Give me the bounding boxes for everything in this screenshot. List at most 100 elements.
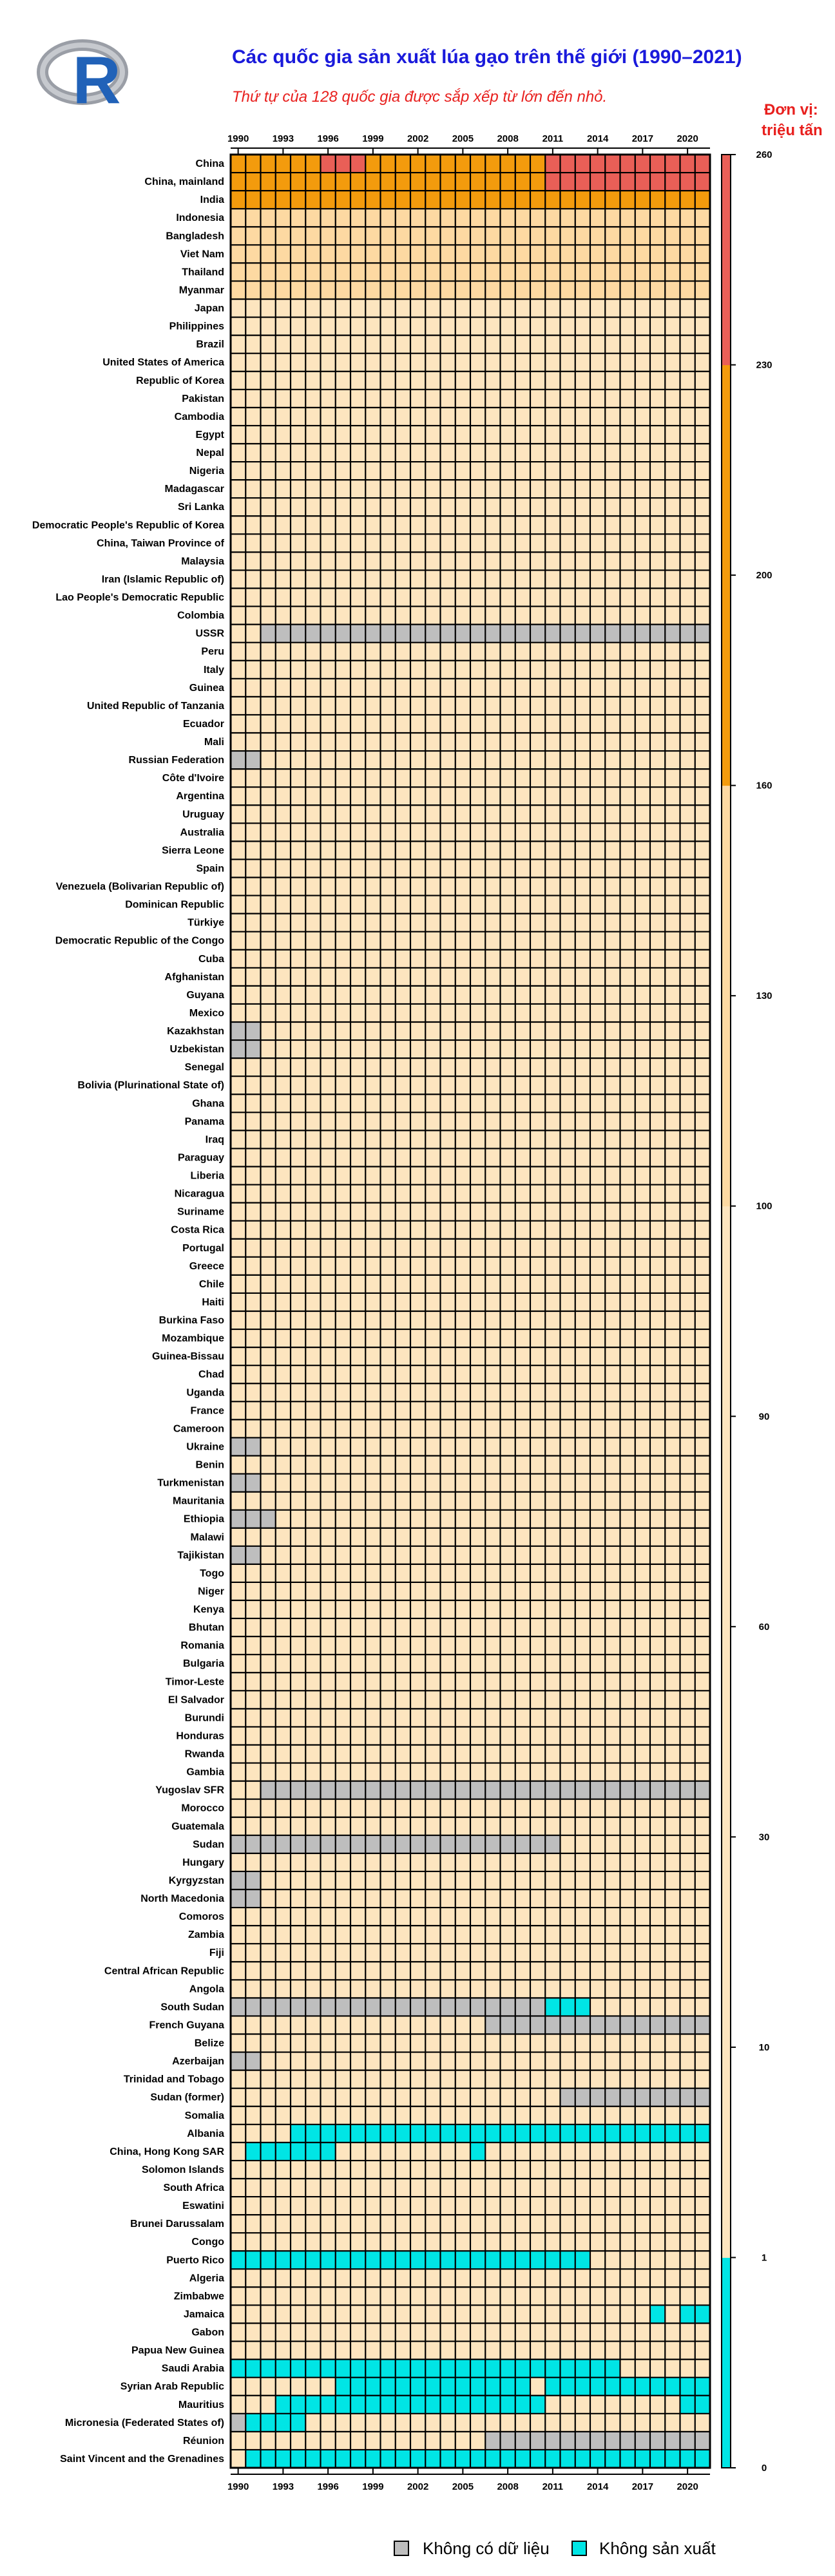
heatmap-cell: [695, 696, 711, 715]
heatmap-cell: [425, 1962, 441, 1980]
heatmap-cell: [425, 805, 441, 824]
heatmap-cell: [500, 769, 516, 788]
heatmap-cell: [470, 1889, 486, 1908]
heatmap-cell: [560, 1528, 576, 1547]
heatmap-cell: [231, 263, 246, 281]
heatmap-cell: [500, 913, 516, 932]
heatmap-cell: [425, 2323, 441, 2342]
heatmap-cell: [380, 678, 396, 697]
heatmap-cell: [395, 1437, 411, 1456]
heatmap-cell: [650, 2197, 666, 2215]
heatmap-cell: [395, 299, 411, 317]
country-label: Nicaragua: [175, 1189, 224, 1200]
heatmap-cell: [291, 191, 306, 209]
heatmap-cell: [635, 1962, 651, 1980]
heatmap-cell: [560, 1419, 576, 1438]
heatmap-cell: [545, 1220, 561, 1240]
heatmap-cell: [545, 985, 561, 1005]
heatmap-cell: [470, 714, 486, 734]
heatmap-cell: [440, 1003, 456, 1023]
heatmap-cell: [560, 1998, 576, 2016]
heatmap-cell: [470, 1094, 486, 1113]
heatmap-cell: [231, 2106, 246, 2125]
heatmap-cell: [305, 462, 321, 480]
heatmap-cell: [275, 1220, 291, 1240]
heatmap-cell: [485, 371, 501, 390]
heatmap-cell: [560, 2197, 576, 2215]
heatmap-cell: [380, 2124, 396, 2143]
heatmap-cell: [605, 696, 620, 715]
heatmap-cell: [605, 1112, 620, 1131]
heatmap-cell: [545, 2233, 561, 2251]
heatmap-cell: [650, 1998, 666, 2016]
country-label: United Republic of Tanzania: [87, 701, 224, 712]
heatmap-cell: [530, 1329, 546, 1348]
heatmap-cell: [260, 1853, 276, 1872]
heatmap-cell: [305, 2269, 321, 2287]
heatmap-cell: [365, 263, 381, 281]
heatmap-cell: [320, 299, 336, 317]
heatmap-cell: [275, 552, 291, 571]
heatmap-cell: [545, 895, 561, 914]
heatmap-cell: [620, 480, 636, 498]
heatmap-cell: [245, 1383, 261, 1402]
heatmap-cell: [260, 1871, 276, 1890]
heatmap-cell: [291, 1618, 306, 1637]
heatmap-cell: [350, 1202, 366, 1221]
heatmap-cell: [515, 1817, 531, 1836]
heatmap-cell: [635, 1799, 651, 1818]
heatmap-cell: [275, 444, 291, 462]
heatmap-cell: [665, 1745, 680, 1763]
heatmap-cell: [440, 1238, 456, 1258]
heatmap-cell: [380, 1076, 396, 1095]
heatmap-cell: [650, 516, 666, 535]
heatmap-cell: [455, 1473, 471, 1492]
heatmap-cell: [395, 1672, 411, 1691]
heatmap-cell: [605, 1546, 620, 1565]
heatmap-cell: [335, 2305, 351, 2324]
heatmap-cell: [410, 733, 426, 752]
heatmap-cell: [620, 949, 636, 969]
heatmap-cell: [605, 2449, 620, 2468]
heatmap-cell: [530, 1202, 546, 1221]
heatmap-cell: [395, 1455, 411, 1474]
heatmap-cell: [650, 389, 666, 408]
heatmap-cell: [485, 1564, 501, 1583]
heatmap-cell: [545, 642, 561, 661]
heatmap-cell: [350, 173, 366, 191]
heatmap-cell: [365, 2070, 381, 2088]
heatmap-cell: [545, 2305, 561, 2324]
heatmap-cell: [695, 2215, 711, 2233]
heatmap-cell: [365, 823, 381, 842]
heatmap-cell: [575, 1166, 591, 1185]
country-label: Senegal: [185, 1062, 224, 1073]
heatmap-cell: [320, 462, 336, 480]
colorbar-segment: [722, 365, 731, 576]
heatmap-cell: [291, 1419, 306, 1438]
heatmap-cell: [425, 1365, 441, 1384]
heatmap-cell: [231, 2377, 246, 2396]
heatmap-cell: [260, 2233, 276, 2251]
heatmap-cell: [291, 1998, 306, 2016]
heatmap-cell: [425, 1311, 441, 1330]
heatmap-cell: [665, 2395, 680, 2414]
heatmap-cell: [350, 227, 366, 245]
heatmap-cell: [350, 985, 366, 1005]
heatmap-cell: [545, 245, 561, 263]
heatmap-cell: [440, 281, 456, 299]
heatmap-cell: [291, 642, 306, 661]
heatmap-cell: [545, 1022, 561, 1041]
heatmap-cell: [530, 606, 546, 625]
heatmap-cell: [470, 2106, 486, 2125]
heatmap-cell: [680, 985, 696, 1005]
heatmap-cell: [650, 714, 666, 734]
heatmap-cell: [680, 1184, 696, 1203]
heatmap-cell: [425, 1003, 441, 1023]
heatmap-cell: [695, 1980, 711, 1998]
heatmap-cell: [365, 335, 381, 354]
heatmap-cell: [665, 949, 680, 969]
heatmap-cell: [245, 1256, 261, 1276]
heatmap-cell: [320, 1003, 336, 1023]
heatmap-cell: [620, 1040, 636, 1059]
heatmap-cell: [500, 2287, 516, 2306]
